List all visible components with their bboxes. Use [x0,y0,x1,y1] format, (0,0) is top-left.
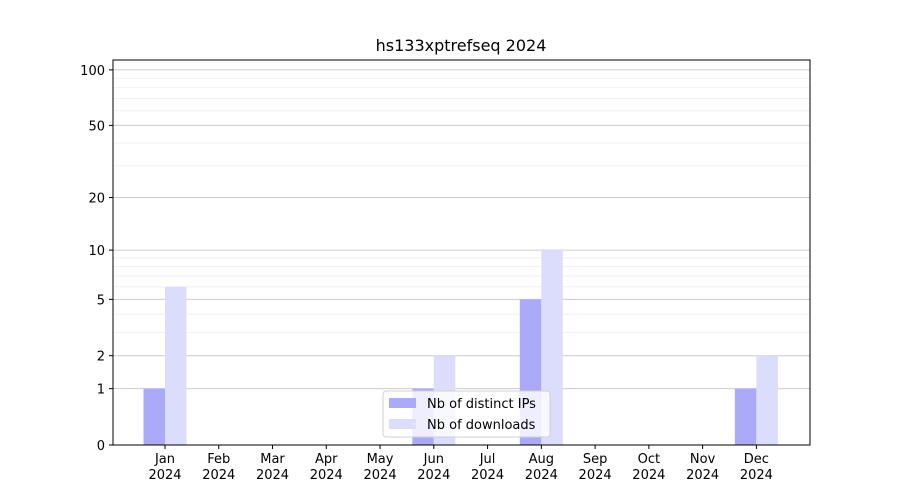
x-tick-label: Jan 2024 [148,452,182,483]
chart-title: hs133xptrefseq 2024 [376,36,547,55]
legend: Nb of distinct IPs Nb of downloads [382,390,551,438]
bar [734,388,757,445]
y-tick-label: 50 [88,119,105,134]
bar [756,355,778,445]
y-tick-label: 5 [97,293,105,308]
x-tick-label: Sep 2024 [578,452,612,483]
y-tick-label: 2 [97,350,105,365]
legend-box [382,390,551,438]
x-tick-label: Jun 2024 [417,452,451,483]
y-tick-label: 0 [97,439,105,454]
x-tick-label: Nov 2024 [686,452,720,483]
x-tick-label: Apr 2024 [309,452,343,483]
x-tick-label: May 2024 [363,452,397,483]
y-tick-label: 100 [80,64,105,79]
y-tick-label: 1 [97,383,105,398]
legend-swatch [389,419,416,429]
x-tick-label: Feb 2024 [202,452,236,483]
bar [165,286,187,445]
x-tick-label: Oct 2024 [632,452,666,483]
y-tick-label: 10 [88,244,105,259]
bar [143,388,165,445]
x-tick-label: Aug 2024 [524,452,558,483]
x-tick-label: Jul 2024 [471,452,505,483]
legend-swatch [389,398,416,408]
y-tick-label: 20 [88,192,105,207]
x-tick-label: Dec 2024 [739,452,773,483]
legend-label: Nb of distinct IPs [427,397,536,412]
x-tick-label: Mar 2024 [255,452,290,483]
legend-label: Nb of downloads [427,418,536,433]
plot-frame [112,59,811,446]
